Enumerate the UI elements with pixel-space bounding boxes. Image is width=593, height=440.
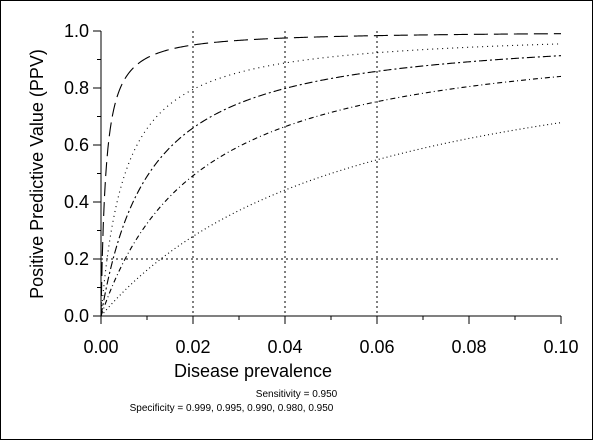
series-line-spec-0_995 (100, 43, 562, 317)
gridlines (101, 31, 561, 316)
y-axis-title: Positive Predictive Value (PPV) (27, 49, 47, 299)
y-tick-label: 0.8 (64, 78, 89, 98)
x-tick-label: 0.00 (83, 337, 118, 357)
x-tick-label: 0.06 (359, 337, 394, 357)
x-axis-title: Disease prevalence (174, 361, 332, 381)
y-tick-label: 0.6 (64, 135, 89, 155)
x-tick-label: 0.08 (451, 337, 486, 357)
specificity-note: Specificity = 0.999, 0.995, 0.990, 0.980… (129, 403, 334, 414)
y-tick-label: 0.2 (64, 249, 89, 269)
series-line-spec-0_98 (100, 75, 562, 317)
axes (93, 30, 562, 324)
series-line-spec-0_95 (100, 122, 562, 317)
sensitivity-note: Sensitivity = 0.950 (255, 389, 338, 400)
series-line-spec-0_999 (100, 33, 562, 317)
y-tick-label: 1.0 (64, 21, 89, 41)
x-tick-label: 0.10 (543, 337, 578, 357)
series-line-spec-0_99 (100, 55, 562, 317)
y-tick-label: 0.0 (64, 306, 89, 326)
series-lines (100, 33, 562, 317)
tick-labels: 0.00 0.02 0.04 0.06 0.08 0.10 0.0 0.2 0.4 0.6 0.8 1… (64, 21, 579, 357)
x-tick-label: 0.02 (175, 337, 210, 357)
x-tick-label: 0.04 (267, 337, 302, 357)
y-tick-label: 0.4 (64, 192, 89, 212)
